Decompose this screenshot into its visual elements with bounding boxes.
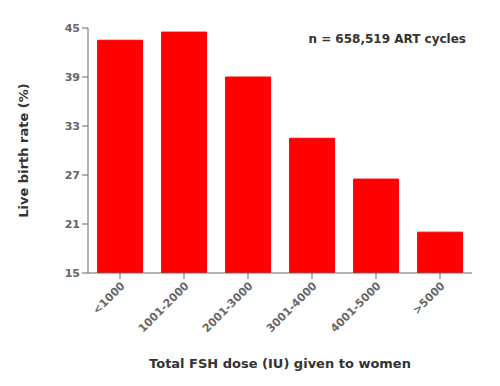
svg-text:45: 45 xyxy=(65,22,80,35)
svg-text:4001-5000: 4001-5000 xyxy=(328,279,384,335)
svg-text:1001-2000: 1001-2000 xyxy=(136,279,192,335)
svg-text:>5000: >5000 xyxy=(410,279,448,317)
svg-text:27: 27 xyxy=(65,169,80,182)
svg-text:3001-4000: 3001-4000 xyxy=(264,279,320,335)
svg-text:<1000: <1000 xyxy=(90,279,128,317)
svg-text:21: 21 xyxy=(65,218,80,231)
html-text:n = 658,519 ART cycles: n = 658,519 ART cycles xyxy=(308,32,466,46)
svg-text:Total FSH dose (IU) given to w: Total FSH dose (IU) given to women xyxy=(149,356,411,371)
svg-text:Live birth rate (%): Live birth rate (%) xyxy=(16,83,31,217)
svg-text:2001-3000: 2001-3000 xyxy=(200,279,256,335)
svg-text:15: 15 xyxy=(65,267,80,280)
svg-text:39: 39 xyxy=(65,71,80,84)
svg-text:33: 33 xyxy=(65,120,80,133)
